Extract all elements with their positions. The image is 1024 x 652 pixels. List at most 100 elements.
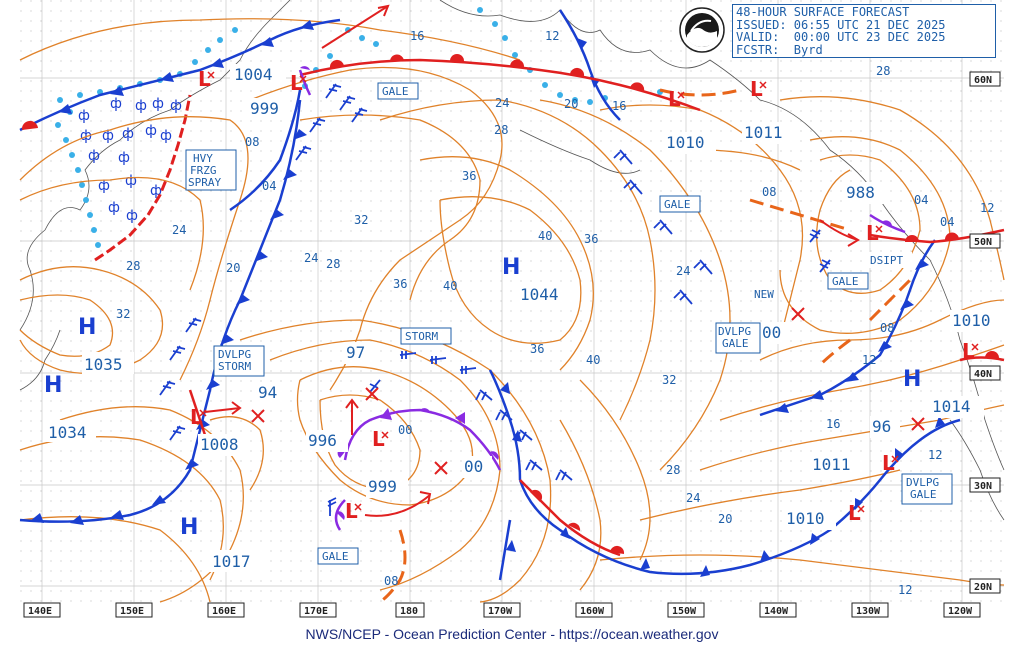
svg-text:50N: 50N — [974, 237, 992, 248]
svg-text:ф: ф — [170, 98, 182, 114]
low-pressure-999b: 999 — [368, 477, 397, 496]
svg-text:ф: ф — [126, 208, 138, 224]
pressure-label-1010c: 1010 — [786, 509, 825, 528]
low-pressure-1008: 1008 — [200, 435, 239, 454]
svg-text:16: 16 — [826, 417, 840, 431]
storm-motion-arrows — [204, 4, 860, 517]
svg-text:DVLPG: DVLPG — [218, 348, 251, 361]
svg-text:04: 04 — [262, 179, 276, 193]
low-pressure-00b: 00 — [762, 323, 781, 342]
svg-text:08: 08 — [762, 185, 776, 199]
svg-text:24: 24 — [676, 264, 690, 278]
svg-text:24: 24 — [495, 96, 509, 110]
pressure-label-1011b: 1011 — [812, 455, 851, 474]
high-symbol: H — [180, 515, 198, 540]
forecast-header: 48-HOUR SURFACE FORECAST ISSUED: 06:55 U… — [732, 4, 996, 58]
svg-text:ф: ф — [125, 173, 137, 189]
svg-text:20: 20 — [718, 512, 732, 526]
svg-text:40N: 40N — [974, 369, 992, 380]
svg-text:L: L — [750, 77, 763, 101]
high-symbol: H — [78, 315, 96, 340]
high-pressure-1044: 1044 — [520, 285, 559, 304]
warning-dvlpg-storm: DVLPG STORM — [213, 345, 265, 377]
high-pressure-1017: 1017 — [212, 552, 251, 571]
svg-text:GALE: GALE — [832, 275, 859, 288]
svg-text:130W: 130W — [856, 606, 881, 617]
svg-text:L: L — [198, 67, 211, 91]
low-pressure-00: 00 — [464, 457, 483, 476]
svg-text:36: 36 — [462, 169, 476, 183]
high-centers: H H H H H — [44, 255, 921, 540]
svg-text:L: L — [668, 87, 681, 111]
header-forecaster: FCSTR: Byrd — [736, 42, 823, 57]
svg-text:40: 40 — [443, 279, 457, 293]
svg-text:ф: ф — [160, 128, 172, 144]
svg-text:04: 04 — [940, 215, 954, 229]
svg-text:150W: 150W — [672, 606, 697, 617]
svg-text:STORM: STORM — [405, 330, 438, 343]
future-position-marks — [251, 307, 925, 475]
svg-text:ф: ф — [135, 98, 147, 114]
freezing-spray-boundary — [94, 94, 192, 262]
svg-text:24: 24 — [172, 223, 186, 237]
svg-text:L: L — [882, 451, 895, 475]
warning-hvy-frzg-spray: HVY FRZG SPRAY — [185, 149, 237, 191]
svg-text:28: 28 — [126, 259, 140, 273]
svg-text:120W: 120W — [948, 606, 973, 617]
svg-text:08: 08 — [880, 321, 894, 335]
svg-text:08: 08 — [384, 574, 398, 588]
svg-text:12: 12 — [928, 448, 942, 462]
warning-gale-4: GALE — [317, 547, 359, 565]
warning-gale-1: GALE — [377, 82, 419, 100]
svg-text:ф: ф — [108, 200, 120, 216]
svg-text:28: 28 — [494, 123, 508, 137]
svg-text:ф: ф — [88, 148, 100, 164]
svg-text:ф: ф — [145, 123, 157, 139]
pressure-label-00c: 00 — [398, 423, 412, 437]
svg-text:DVLPG: DVLPG — [718, 325, 751, 338]
svg-text:16: 16 — [410, 29, 424, 43]
svg-text:GALE: GALE — [722, 337, 749, 350]
low-pressure-988: 988 — [846, 183, 875, 202]
pressure-label-1010: 1010 — [666, 133, 705, 152]
svg-text:32: 32 — [354, 213, 368, 227]
svg-text:GALE: GALE — [322, 550, 349, 563]
wind-barbs — [159, 83, 831, 516]
svg-text:28: 28 — [666, 463, 680, 477]
svg-text:DSIPT: DSIPT — [870, 254, 903, 267]
svg-text:ф: ф — [102, 128, 114, 144]
high-pressure-1014: 1014 — [932, 397, 971, 416]
svg-text:150E: 150E — [120, 606, 144, 617]
warm-front-bumps — [21, 54, 999, 554]
high-symbol: H — [44, 373, 62, 398]
svg-text:20: 20 — [564, 97, 578, 111]
high-symbol: H — [903, 367, 921, 392]
svg-text:GALE: GALE — [910, 488, 937, 501]
svg-text:GALE: GALE — [382, 85, 409, 98]
isobar-value-labels: 16 12 08 04 24 28 32 36 40 20 24 28 36 4… — [116, 29, 994, 597]
high-pressure-1035: 1035 — [84, 355, 123, 374]
svg-text:DVLPG: DVLPG — [906, 476, 939, 489]
pressure-label-1010b: 1010 — [952, 311, 991, 330]
svg-text:32: 32 — [116, 307, 130, 321]
svg-text:20: 20 — [226, 261, 240, 275]
svg-text:04: 04 — [914, 193, 928, 207]
svg-text:170W: 170W — [488, 606, 513, 617]
svg-text:40: 40 — [586, 353, 600, 367]
pressure-label-96: 96 — [872, 417, 891, 436]
cold-fronts — [19, 9, 961, 581]
svg-text:STORM: STORM — [218, 360, 251, 373]
longitude-labels: 140E 150E 160E 170E 180 170W 160W 150W 1… — [23, 602, 981, 618]
warning-labels: HVY FRZG SPRAY GALE GALE GALE GALE STORM… — [185, 82, 953, 565]
svg-text:08: 08 — [245, 135, 259, 149]
center-pressures: 1035 1034 1044 1017 1014 1004 999 988 10… — [44, 64, 1002, 572]
svg-text:60N: 60N — [974, 75, 992, 86]
low-center-x-marks — [199, 71, 979, 513]
low-pressure-1004: 1004 — [234, 65, 273, 84]
svg-text:L: L — [372, 427, 385, 451]
high-symbol: H — [502, 255, 520, 280]
header-valid: VALID: 00:00 UTC 23 DEC 2025 — [736, 30, 946, 44]
svg-text:28: 28 — [876, 64, 890, 78]
label-new: NEW — [754, 288, 774, 301]
